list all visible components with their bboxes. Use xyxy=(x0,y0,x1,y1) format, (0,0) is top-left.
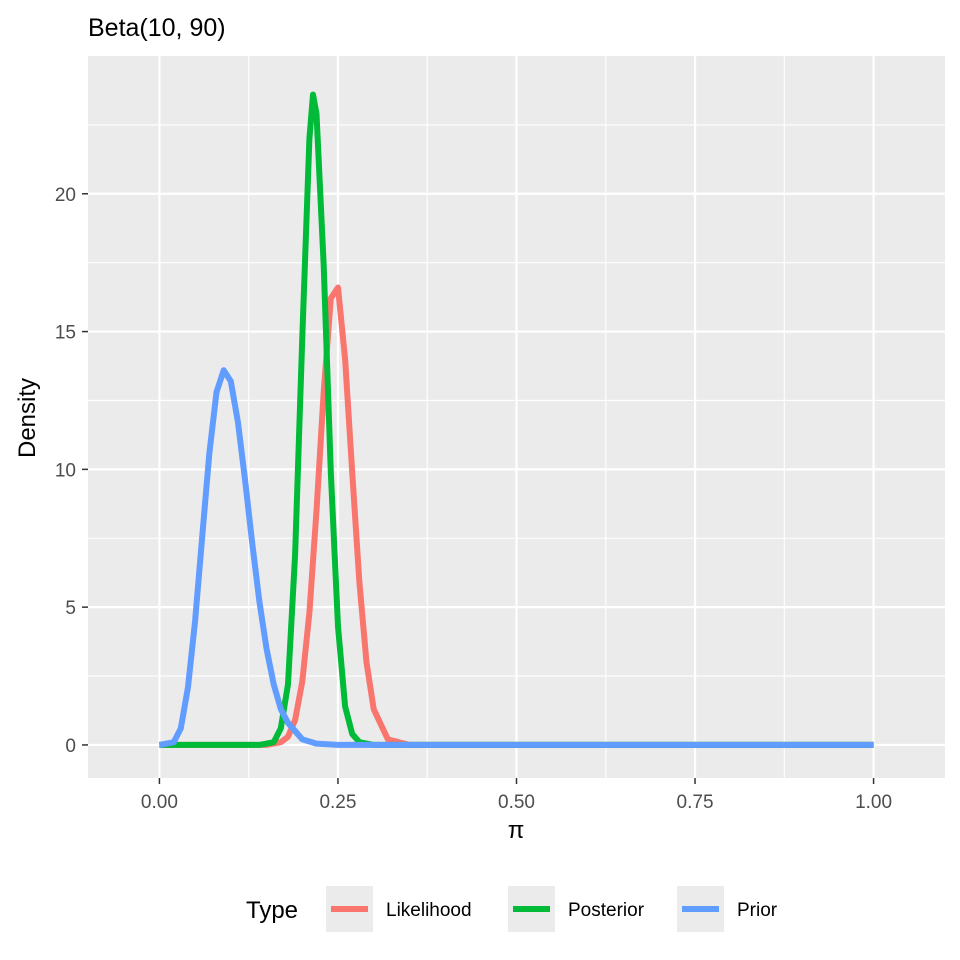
legend-item-posterior: Posterior xyxy=(508,886,645,932)
x-axis-tick-labels: 0.00 0.25 0.50 0.75 1.00 xyxy=(141,792,892,813)
series-line-posterior xyxy=(159,91,874,748)
y-axis-tick-labels: 0 5 10 15 20 xyxy=(55,185,76,757)
legend-items: Likelihood Posterior Prior xyxy=(326,886,778,932)
legend-label: Likelihood xyxy=(386,900,472,921)
series-lines xyxy=(158,91,874,748)
legend-item-likelihood: Likelihood xyxy=(326,886,472,932)
axis-ticks xyxy=(82,193,875,784)
x-tick-label: 1.00 xyxy=(855,792,892,813)
y-axis-label: Density xyxy=(14,378,41,458)
chart-title: Beta(10, 90) xyxy=(88,14,226,42)
x-tick-label: 0.75 xyxy=(677,792,714,813)
y-tick-label: 10 xyxy=(55,460,76,481)
y-tick-label: 20 xyxy=(55,185,76,206)
x-tick-label: 0.25 xyxy=(319,792,356,813)
y-tick-label: 0 xyxy=(65,736,76,757)
y-tick-label: 5 xyxy=(65,598,76,619)
series-line-prior xyxy=(158,367,874,748)
legend-item-prior: Prior xyxy=(677,886,778,932)
legend-title: Type xyxy=(246,897,298,924)
x-axis-label: π xyxy=(508,817,525,844)
legend-label: Posterior xyxy=(568,900,645,921)
y-tick-label: 15 xyxy=(55,323,76,344)
legend-label: Prior xyxy=(737,900,778,921)
series-line-likelihood xyxy=(159,284,874,748)
x-tick-label: 0.50 xyxy=(498,792,535,813)
x-tick-label: 0.00 xyxy=(141,792,178,813)
legend: Type Likelihood Posterior Prior xyxy=(246,886,778,932)
